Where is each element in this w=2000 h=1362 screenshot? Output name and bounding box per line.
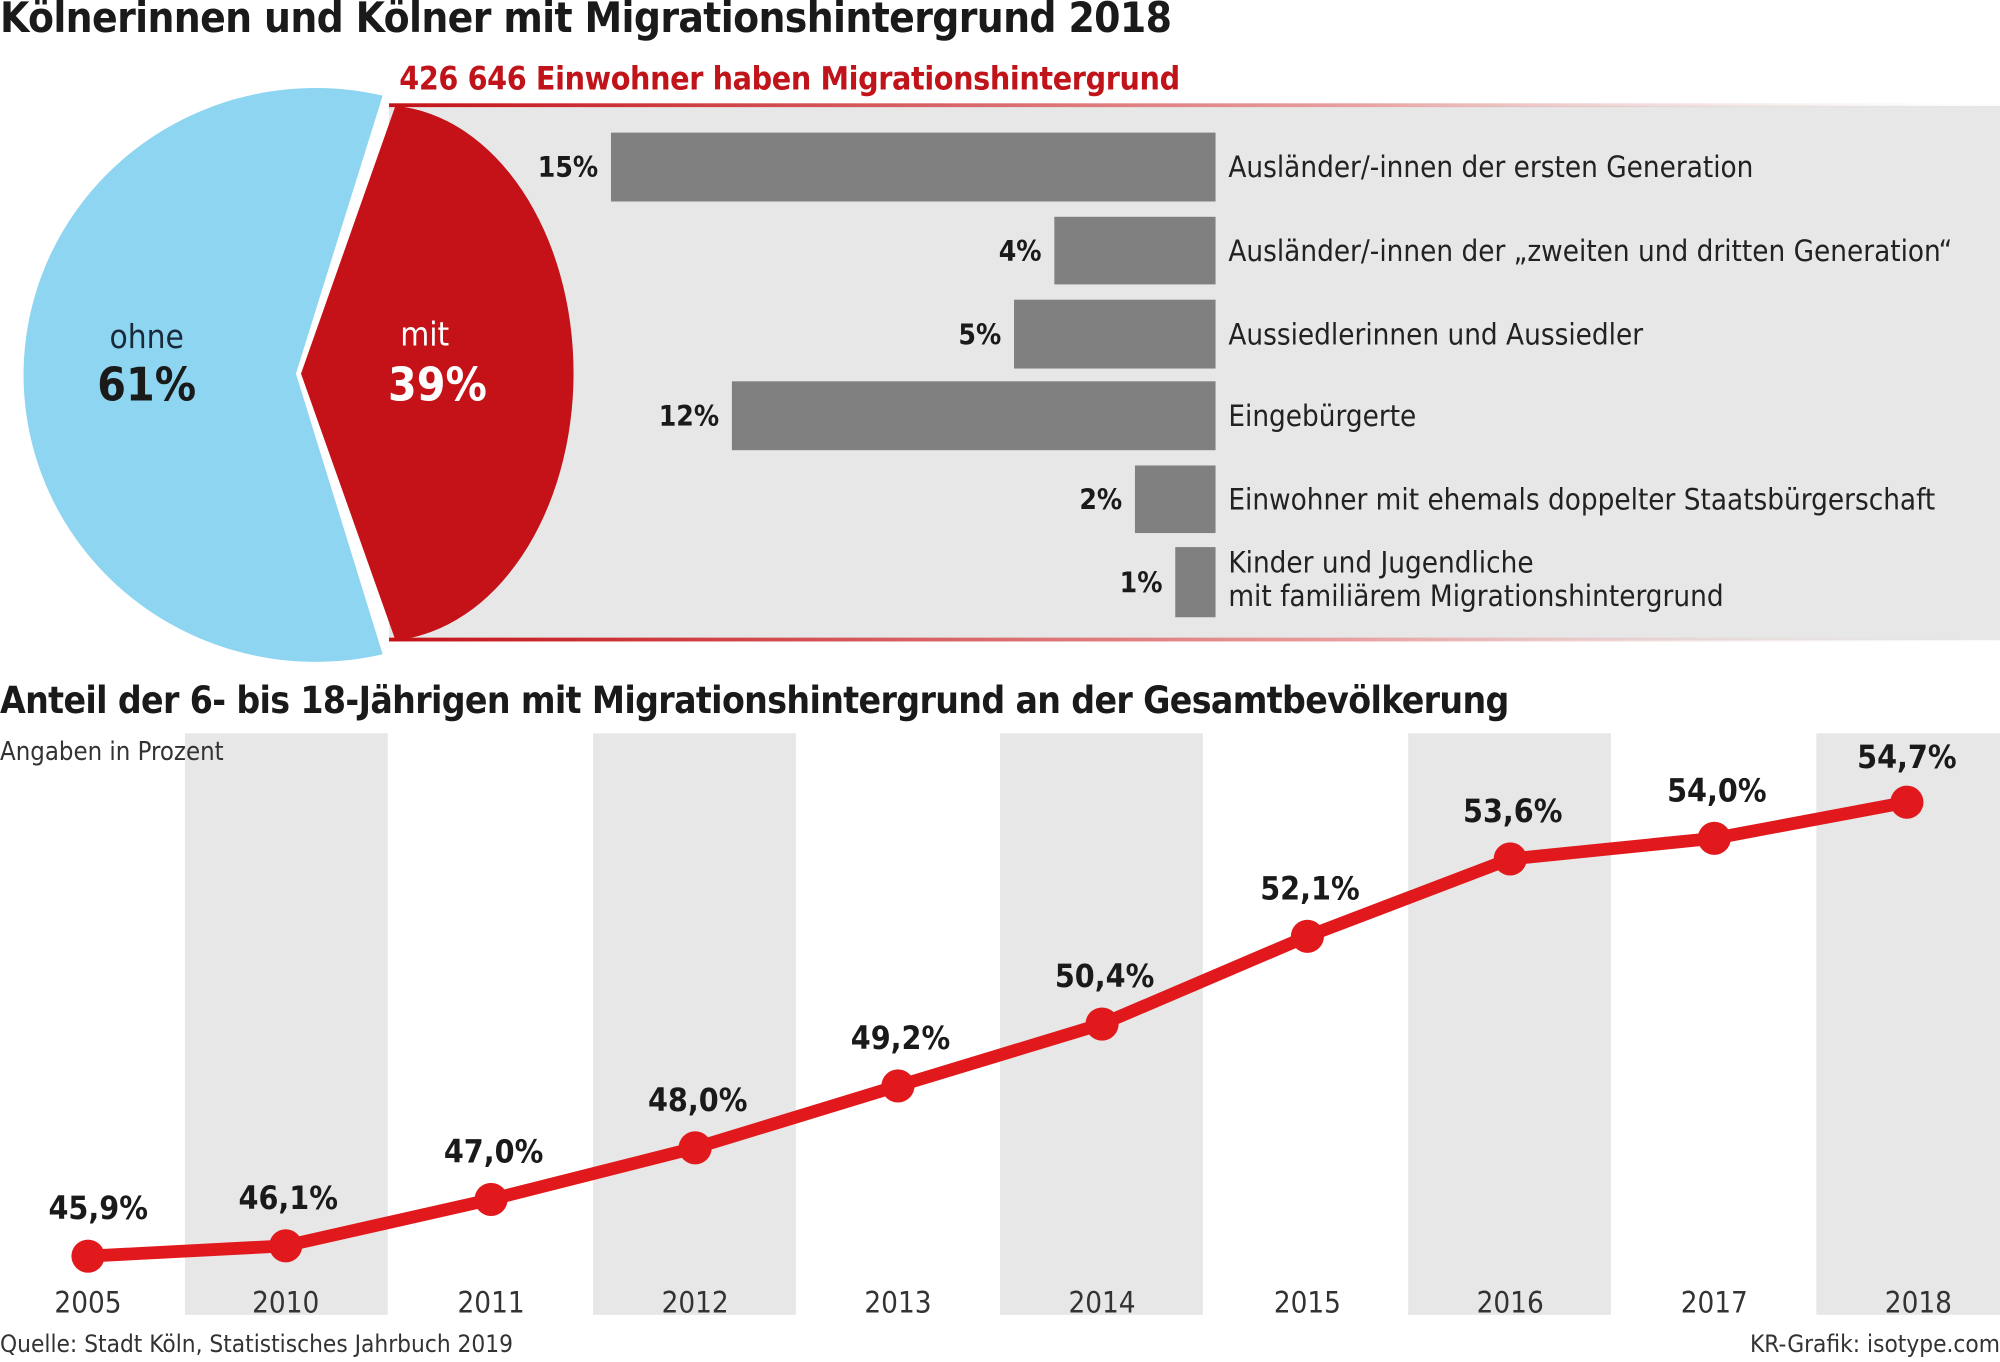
x-tick-label: 2011 [457,1285,524,1319]
x-tick-label: 2016 [1477,1285,1544,1319]
data-label: 54,7% [1857,738,1957,776]
bar-chart-title: 426 646 Einwohner haben Migrationshinter… [399,59,1180,97]
bar-value-label: 2% [1079,483,1122,516]
data-label: 53,6% [1463,792,1563,830]
data-label: 52,1% [1260,869,1360,907]
pie-label-mit: mit [400,315,449,354]
line-chart-title: Anteil der 6- bis 18-Jährigen mit Migrat… [0,678,1509,722]
pie-slice-ohne [23,87,383,662]
data-label: 49,2% [851,1019,951,1057]
data-label: 47,0% [444,1132,544,1170]
bar [1014,299,1216,369]
data-point [881,1069,915,1103]
bar [1175,547,1216,618]
bar-value-label: 15% [538,151,598,184]
data-point [1085,1007,1119,1041]
year-band [184,733,388,1315]
bar-category-label: Ausländer/-innen der „zweiten und dritte… [1228,234,1952,268]
pie-value-mit: 39% [388,357,487,411]
data-point [71,1239,105,1273]
data-point [269,1229,303,1263]
bar-value-label: 5% [958,318,1001,351]
bar-category-label: Eingebürgerte [1228,399,1416,433]
x-tick-label: 2010 [252,1285,319,1319]
bar [610,132,1216,202]
data-point [1890,785,1924,819]
bar-value-label: 1% [1120,566,1163,599]
pie-slice-mit [301,105,574,641]
bar-category-label: Aussiedlerinnen und Aussiedler [1228,317,1643,351]
pie-value-ohne: 61% [97,357,196,411]
bar [1134,465,1216,534]
x-tick-label: 2013 [864,1285,931,1319]
source-note: Quelle: Stadt Köln, Statistisches Jahrbu… [0,1330,514,1359]
x-tick-label: 2014 [1068,1285,1135,1319]
data-point [474,1182,508,1216]
x-tick-label: 2005 [54,1285,121,1319]
panel-top-rule [389,103,2000,108]
year-band [1816,733,2000,1315]
data-label: 50,4% [1055,957,1155,995]
series-line [87,795,1909,1263]
data-label: 54,0% [1667,771,1767,809]
x-tick-label: 2015 [1274,1285,1341,1319]
data-point [1493,842,1527,876]
bar [1054,216,1216,285]
credit-note: KR-Grafik: isotype.com [1749,1330,2000,1359]
line-chart-unit: Angaben in Prozent [0,735,224,767]
data-point [678,1131,712,1165]
data-label: 46,1% [239,1179,339,1217]
bar-category-label: mit familiärem Migrationshintergrund [1228,579,1723,613]
bar-value-label: 12% [659,400,719,433]
bar [731,381,1216,451]
panel-bottom-rule [389,637,2000,642]
year-band [1408,733,1611,1315]
page-title: Kölnerinnen und Kölner mit Migrationshin… [0,0,1172,43]
x-tick-label: 2018 [1885,1285,1952,1319]
bar-category-label: Ausländer/-innen der ersten Generation [1228,150,1753,184]
data-label: 45,9% [48,1189,148,1227]
bar-value-label: 4% [999,235,1042,268]
x-tick-label: 2012 [662,1285,729,1319]
bar-category-label: Kinder und Jugendliche [1228,546,1533,580]
data-label: 48,0% [648,1081,748,1119]
bar-category-label: Einwohner mit ehemals doppelter Staatsbü… [1228,482,1935,516]
x-tick-label: 2017 [1681,1285,1748,1319]
data-point [1697,821,1731,855]
data-point [1290,919,1324,953]
pie-label-ohne: ohne [109,317,183,356]
year-band [593,733,796,1315]
